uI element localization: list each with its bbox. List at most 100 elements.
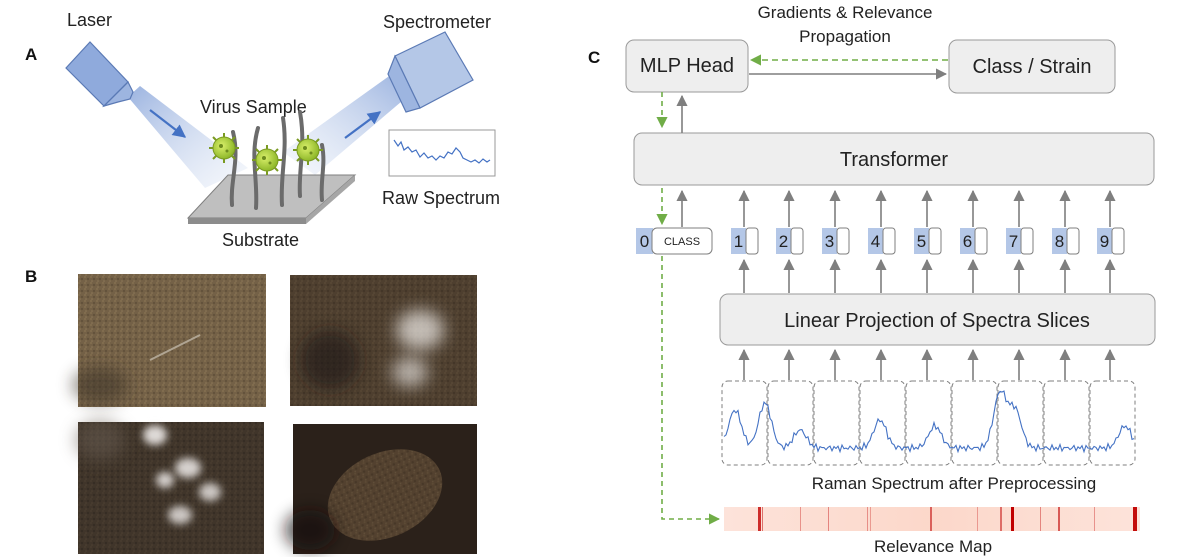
spectrometer-icon — [387, 31, 474, 113]
class-token-box — [651, 227, 713, 255]
relevance-stripe-4 — [828, 507, 829, 531]
transformer-label: Transformer — [840, 149, 949, 171]
spectrum-slice-9 — [1089, 348, 1136, 466]
relevance-stripe-6 — [870, 507, 871, 531]
virus-sample-label: Virus Sample — [200, 97, 307, 117]
token-1-label: 1 — [734, 232, 743, 251]
token-6-label: 6 — [963, 232, 972, 251]
class-strain-label: Class / Strain — [973, 56, 1092, 78]
token-3-index — [822, 228, 837, 254]
spectrum-slices — [721, 348, 1136, 466]
panel-a-letter: A — [25, 45, 37, 64]
token-9-index — [1097, 228, 1112, 254]
spectrum-slice-3 — [813, 348, 860, 466]
token-1-embedding — [745, 227, 759, 255]
raw-spectrum-inset — [388, 129, 496, 177]
token-9-label: 9 — [1100, 232, 1109, 251]
token-0-label: 0 — [640, 232, 649, 251]
relevance-stripe-11 — [1040, 507, 1041, 531]
token-6-embedding — [974, 227, 988, 255]
spectrometer-label: Spectrometer — [383, 12, 491, 32]
panel-b-letter: B — [25, 267, 37, 286]
patch-token-4: 4 — [868, 189, 896, 293]
relevance-stripes — [758, 507, 1137, 531]
patch-token-1: 1 — [731, 189, 759, 293]
token-4-embedding — [882, 227, 896, 255]
panel-a: A Laser Spectrometer Virus Sample — [25, 10, 500, 250]
token-2-embedding — [790, 227, 804, 255]
relevance-stripe-1 — [758, 507, 761, 531]
relevance-stripe-14 — [1133, 507, 1137, 531]
patch-token-3: 3 — [822, 189, 850, 293]
token-7-embedding — [1020, 227, 1034, 255]
spectrum-slice-8 — [1043, 348, 1090, 466]
laser-beam — [128, 86, 248, 188]
micrograph-2 — [290, 275, 477, 406]
relevance-stripe-13 — [1094, 507, 1095, 531]
relevance-stripe-8 — [977, 507, 978, 531]
spectrum-slice-7 — [997, 348, 1044, 466]
virus-particles — [209, 133, 323, 175]
panel-c-letter: C — [588, 48, 600, 67]
raw-spectrum-line — [393, 139, 491, 164]
token-6-index — [960, 228, 975, 254]
relevance-stripe-3 — [800, 507, 801, 531]
substrate-label: Substrate — [222, 230, 299, 250]
token-4-index — [868, 228, 883, 254]
relevance-stripe-5 — [867, 507, 868, 531]
token-8-label: 8 — [1055, 232, 1064, 251]
token-9-embedding — [1111, 227, 1125, 255]
mlp-head-box — [625, 39, 749, 93]
token-2-label: 2 — [779, 232, 788, 251]
linear-projection-box — [719, 293, 1156, 346]
micrograph-1 — [72, 274, 266, 407]
laser-label: Laser — [67, 10, 112, 30]
patch-token-8: 8 — [1052, 189, 1080, 293]
gradient-to-relevance-arrow — [661, 256, 721, 525]
gradients-label-line2: Propagation — [799, 27, 891, 46]
scatter-direction-arrow — [344, 111, 382, 139]
patch-token-6: 6 — [960, 189, 988, 293]
token-3-label: 3 — [825, 232, 834, 251]
raw-spectrum-label: Raw Spectrum — [382, 188, 500, 208]
micrograph-3 — [75, 420, 264, 554]
mlp-head-label: MLP Head — [640, 55, 734, 77]
token-1-index — [731, 228, 746, 254]
token-5-label: 5 — [917, 232, 926, 251]
relevance-stripe-2 — [762, 507, 763, 531]
raman-caption: Raman Spectrum after Preprocessing — [812, 474, 1096, 493]
token-8-index — [1052, 228, 1067, 254]
panel-c: C MLP Head Class / Strain Gradients & Re… — [588, 3, 1156, 556]
patch-token-2: 2 — [776, 189, 804, 293]
substrate-plate — [186, 174, 357, 224]
token-8-embedding — [1066, 227, 1080, 255]
linear-projection-label: Linear Projection of Spectra Slices — [784, 310, 1090, 332]
transformer-box — [633, 132, 1155, 186]
laser-direction-arrow — [149, 109, 187, 138]
patch-tokens: 1 2 3 4 5 6 7 8 9 — [731, 189, 1125, 293]
micrograph-4 — [285, 424, 477, 554]
token-3-embedding — [836, 227, 850, 255]
relevance-map — [724, 507, 1140, 531]
token-2-index — [776, 228, 791, 254]
spectrum-slice-5 — [905, 348, 952, 466]
token-5-index — [914, 228, 929, 254]
token-7-index — [1006, 228, 1021, 254]
spectrum-slice-6 — [951, 348, 998, 466]
relevance-stripe-12 — [1058, 507, 1060, 531]
class-strain-box — [948, 39, 1116, 94]
gradients-label-line1: Gradients & Relevance — [758, 3, 933, 22]
token-5-embedding — [928, 227, 942, 255]
relevance-stripe-7 — [930, 507, 932, 531]
relevance-stripe-9 — [1000, 507, 1002, 531]
relevance-stripe-10 — [1011, 507, 1014, 531]
token-4-label: 4 — [871, 232, 880, 251]
spectrum-slice-1 — [721, 348, 768, 466]
laser-icon — [65, 41, 134, 108]
raman-spectrum-line — [723, 390, 1135, 454]
class-token-label: CLASS — [664, 236, 700, 248]
token-0-index — [636, 228, 653, 254]
relevance-caption: Relevance Map — [874, 537, 992, 556]
spectrum-slice-4 — [859, 348, 906, 466]
